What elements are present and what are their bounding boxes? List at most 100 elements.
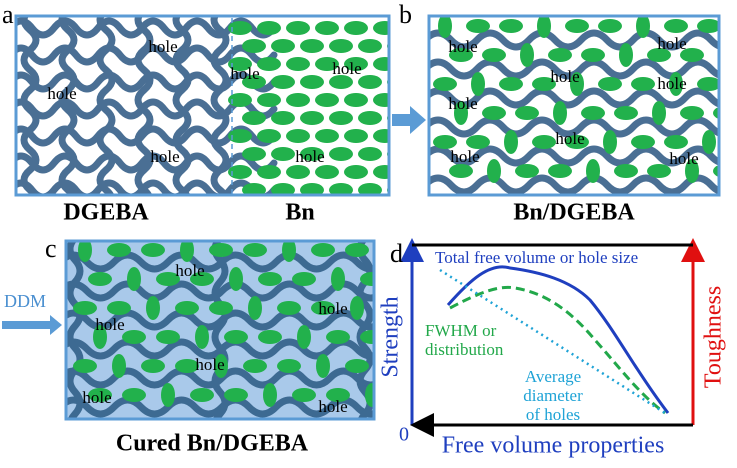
polymer-chain [211,242,229,418]
bn-molecule [107,301,131,315]
polymer-chain [430,145,718,167]
panel-label: a [2,0,14,29]
hole-label: hole [195,355,224,374]
bn-molecule [553,101,567,125]
bn-molecule [532,77,556,91]
bn-molecule [373,57,388,71]
bn-molecule [358,147,382,161]
bn-molecule [680,106,704,120]
bn-molecule [257,57,281,71]
bn-molecule [345,243,369,257]
bn-molecule [326,330,350,344]
polymer-chain [17,71,278,93]
curve [439,268,666,415]
caption: DGEBA [63,200,149,226]
bn-molecule [146,296,160,320]
bn-molecule [360,272,373,286]
panel-a-content [17,17,388,194]
bn-molecule [603,130,617,154]
bn-molecule [228,129,252,143]
bn-molecule [156,330,180,344]
bn-molecule [373,129,388,143]
bn-molecule [680,48,704,62]
bn-molecule [331,267,345,291]
bn-molecule [257,129,281,143]
hole-label: hole [47,84,76,103]
bn-molecule [297,325,311,349]
bn-molecule [300,111,324,125]
bn-molecule [565,135,589,149]
hole-label: hole [448,94,477,113]
bn-molecule [228,57,252,71]
bn-molecule [161,383,175,407]
bn-molecule [286,165,310,179]
bn-molecule [515,106,539,120]
panel-label: d [390,239,403,268]
left-axis-title: Strength [378,296,404,377]
polymer-chain [430,116,718,138]
polymer-chain [210,17,230,194]
bn-molecule [647,164,671,178]
bn-molecule [586,159,600,183]
bn-molecule [242,183,266,194]
bn-molecule [614,164,638,178]
hole-label: hole [555,129,584,148]
bn-molecule [315,93,339,107]
bn-molecule [329,147,353,161]
bn-molecule [344,129,368,143]
bn-molecule [175,359,199,373]
bn-molecule [685,159,699,183]
bn-molecule [358,39,382,53]
bn-molecule [224,388,248,402]
bn-molecule [466,135,490,149]
bn-molecule [286,129,310,143]
bn-molecule [344,21,368,35]
bn-molecule [271,183,295,194]
bn-molecule [713,165,718,177]
bn-molecule [358,75,382,89]
bn-molecule [652,101,666,125]
bn-molecule [258,272,282,286]
polymer-chain [58,17,78,194]
polymer-chain [430,87,718,109]
bn-molecule [242,111,266,125]
bn-molecule [387,187,388,193]
bn-molecule [315,21,339,35]
bn-molecule [619,43,633,67]
bn-molecule [471,72,485,96]
bn-molecule [141,243,165,257]
bn-molecule [282,242,296,262]
bn-molecule [93,325,107,349]
caption: Cured Bn/DGEBA [116,431,309,457]
bn-molecule [257,21,281,35]
caption: Bn [285,200,314,226]
curve [449,285,666,415]
bn-molecule [373,21,388,35]
bn-molecule [548,48,572,62]
polymer-chain [96,17,116,194]
bn-molecule [373,93,388,107]
bn-molecule [122,330,146,344]
hole-label: hole [175,261,204,280]
bn-molecule [257,165,281,179]
bn-molecule [537,17,551,38]
bn-molecule [180,242,194,262]
panel-c-frame [64,239,376,421]
bn-molecule [243,243,267,257]
bn-molecule [300,183,324,194]
bn-molecule [228,93,252,107]
polymer-chain [134,17,154,194]
bn-molecule [466,19,490,33]
hole-label: hole [657,74,686,93]
bn-molecule [433,77,457,91]
bn-molecule [209,301,233,315]
bn-molecule [713,107,718,119]
bn-molecule [156,272,180,286]
bn-molecule [242,147,266,161]
bn-molecule [300,75,324,89]
bn-molecule [329,39,353,53]
bn-molecule [581,48,605,62]
bn-molecule [598,77,622,91]
bn-molecule [286,93,310,107]
polymer-chain [67,280,373,302]
